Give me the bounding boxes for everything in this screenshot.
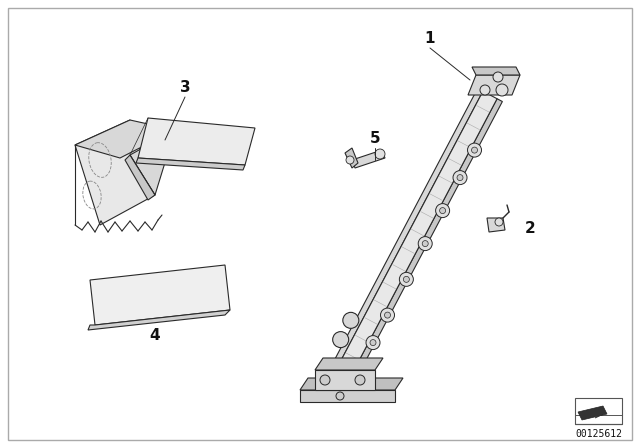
Circle shape: [480, 85, 490, 95]
Polygon shape: [88, 310, 230, 330]
Circle shape: [333, 332, 349, 348]
Polygon shape: [138, 118, 255, 165]
Circle shape: [385, 312, 390, 318]
Polygon shape: [136, 158, 245, 170]
Circle shape: [457, 175, 463, 181]
Text: 00125612: 00125612: [575, 429, 622, 439]
Polygon shape: [338, 91, 497, 374]
Circle shape: [472, 147, 477, 153]
Polygon shape: [130, 130, 175, 195]
Circle shape: [343, 312, 359, 328]
Circle shape: [366, 336, 380, 349]
Circle shape: [381, 308, 394, 322]
Circle shape: [496, 84, 508, 96]
Circle shape: [320, 375, 330, 385]
Polygon shape: [468, 75, 520, 95]
Text: 1: 1: [425, 30, 435, 46]
Polygon shape: [75, 120, 175, 158]
Circle shape: [495, 218, 503, 226]
Circle shape: [399, 272, 413, 286]
Circle shape: [440, 207, 445, 214]
Polygon shape: [315, 358, 383, 370]
Polygon shape: [352, 99, 502, 376]
Polygon shape: [352, 150, 385, 168]
Polygon shape: [345, 148, 358, 168]
Circle shape: [403, 276, 410, 282]
Polygon shape: [300, 390, 395, 402]
Text: 2: 2: [525, 220, 536, 236]
Circle shape: [370, 340, 376, 345]
Bar: [575, 398, 622, 424]
Text: 4: 4: [150, 327, 160, 343]
Polygon shape: [578, 406, 607, 420]
Circle shape: [336, 392, 344, 400]
Text: 3: 3: [180, 79, 190, 95]
Polygon shape: [300, 378, 403, 390]
Polygon shape: [472, 67, 520, 75]
Circle shape: [453, 171, 467, 185]
Circle shape: [493, 72, 503, 82]
Circle shape: [418, 237, 432, 250]
Polygon shape: [125, 155, 155, 200]
Polygon shape: [75, 120, 155, 225]
Circle shape: [422, 241, 428, 246]
Circle shape: [346, 156, 354, 164]
Polygon shape: [315, 370, 375, 390]
Polygon shape: [90, 265, 230, 325]
Circle shape: [467, 143, 481, 157]
Polygon shape: [333, 88, 483, 366]
Text: 5: 5: [370, 130, 380, 146]
Polygon shape: [487, 218, 505, 232]
Circle shape: [355, 375, 365, 385]
Circle shape: [375, 149, 385, 159]
Circle shape: [436, 203, 450, 218]
